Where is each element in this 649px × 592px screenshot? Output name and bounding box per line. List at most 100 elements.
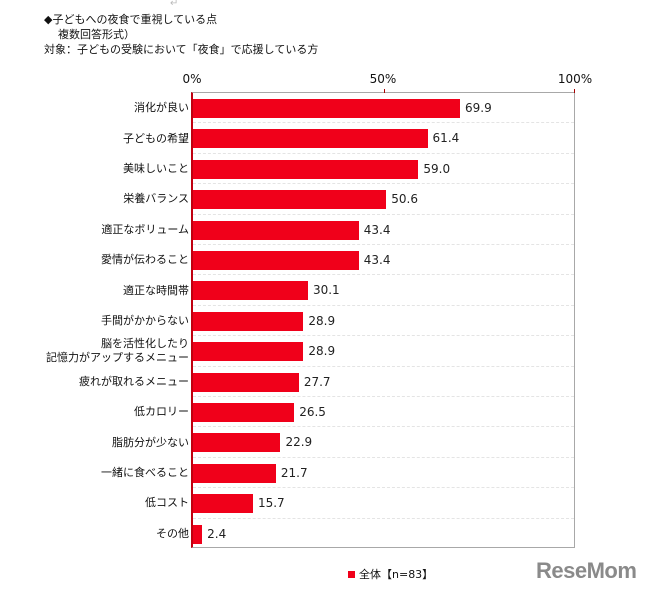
value-label: 15.7 <box>257 496 285 511</box>
resemom-logo: ReseMom <box>536 558 637 583</box>
gridline <box>193 213 574 215</box>
category-label-line: 記憶力がアップするメニュー <box>46 351 189 365</box>
value-label: 28.9 <box>308 344 336 359</box>
bar <box>193 524 203 544</box>
return-mark-icon: ↵ <box>170 0 179 9</box>
value-label: 27.7 <box>303 374 331 389</box>
bar-row: 28.9 <box>193 306 574 337</box>
bar <box>193 463 276 483</box>
bar-row: 50.6 <box>193 184 574 215</box>
category-label: 子どもの希望 <box>123 132 189 146</box>
bar <box>193 433 281 453</box>
category-label: その他 <box>156 527 189 541</box>
value-label: 61.4 <box>432 131 460 146</box>
bar <box>193 129 428 149</box>
bar-row: 21.7 <box>193 458 574 489</box>
gridline <box>193 456 574 458</box>
bar <box>193 190 387 210</box>
bar-row: 43.4 <box>193 215 574 245</box>
bar-row: 61.4 <box>193 123 574 154</box>
category-label-line: 栄養バランス <box>123 192 189 206</box>
value-label: 2.4 <box>207 526 227 541</box>
category-label-line: その他 <box>156 526 189 540</box>
gridline <box>193 243 574 245</box>
gridline <box>193 335 574 337</box>
category-label-line: 一緒に食べること <box>101 466 189 479</box>
gridline <box>193 487 574 489</box>
category-label-line: 美味しいこと <box>123 162 189 175</box>
gridline <box>193 365 574 367</box>
bar <box>193 281 308 301</box>
bar-row: 27.7 <box>193 367 574 397</box>
bar <box>193 220 359 240</box>
category-label: 疲れが取れるメニュー <box>79 375 189 389</box>
gridline <box>193 304 574 306</box>
title-line-2: 複数回答形式） <box>58 28 135 41</box>
x-tick-100: 100% <box>557 72 593 86</box>
category-label-line: 適正なボリューム <box>101 222 189 236</box>
bar <box>193 372 299 392</box>
category-label-line: 適正な時間帯 <box>123 283 189 297</box>
bar-row: 15.7 <box>193 488 574 519</box>
value-label: 43.4 <box>363 222 391 237</box>
category-label-line: 手間がかからない <box>101 314 189 327</box>
category-label-line: 消化が良い <box>134 101 189 115</box>
gridline <box>193 122 574 124</box>
category-label: 適正なボリューム <box>101 223 189 237</box>
gridline <box>193 395 574 397</box>
category-label-line: 疲れが取れるメニュー <box>79 374 189 388</box>
value-label: 59.0 <box>423 161 451 176</box>
category-label-line: 低カロリー <box>134 405 189 419</box>
bar-row: 30.1 <box>193 275 574 306</box>
bar-row: 69.9 <box>193 93 574 124</box>
category-label: 脂肪分が少ない <box>112 436 189 450</box>
chart-title: ◆子どもへの夜食で重視している点 複数回答形式） 対象：子どもの受験において「夜… <box>44 12 318 57</box>
value-label: 26.5 <box>299 405 326 419</box>
value-label: 69.9 <box>465 101 492 115</box>
legend: 全体【n=83】 <box>348 566 433 582</box>
bar <box>193 311 304 331</box>
plot-area: 69.9 61.4 59.0 50.6 43.4 43.4 30.1 28.9 28.9 27.7… <box>191 89 575 548</box>
category-label-line: 脂肪分が少ない <box>112 435 189 449</box>
category-label: 低カロリー <box>134 405 189 419</box>
bar-row: 43.4 <box>193 245 574 276</box>
gridline <box>193 274 574 276</box>
legend-swatch <box>348 570 355 578</box>
bar-row: 28.9 <box>193 336 574 367</box>
category-label: 愛情が伝わること <box>101 253 189 267</box>
category-label: 美味しいこと <box>123 162 189 176</box>
value-label: 28.9 <box>308 313 336 328</box>
value-label: 43.4 <box>363 253 391 267</box>
bar-row: 26.5 <box>193 397 574 428</box>
category-label: 脳を活性化したり 記憶力がアップするメニュー <box>46 337 189 365</box>
bar-row: 59.0 <box>193 154 574 185</box>
tick-mark-100 <box>574 89 575 93</box>
bar-row: 22.9 <box>193 427 574 458</box>
category-label: 適正な時間帯 <box>123 284 189 298</box>
x-tick-0: 0% <box>182 72 202 86</box>
gridline <box>193 517 574 519</box>
category-label: 低コスト <box>145 496 189 510</box>
category-label-line: 低コスト <box>145 496 189 510</box>
value-label: 30.1 <box>312 283 340 298</box>
title-line-1: ◆子どもへの夜食で重視している点 <box>44 13 218 26</box>
value-label: 50.6 <box>391 192 418 207</box>
category-label-line: 子どもの希望 <box>123 131 189 145</box>
value-label: 21.7 <box>280 465 308 480</box>
gridline <box>193 183 574 185</box>
bar <box>193 159 419 179</box>
bar <box>193 342 304 362</box>
category-label: 一緒に食べること <box>101 466 189 480</box>
legend-label: 全体【n=83】 <box>359 568 434 581</box>
category-label: 消化が良い <box>134 101 189 115</box>
gridline <box>193 152 574 154</box>
bar <box>193 494 253 514</box>
bar <box>193 251 359 270</box>
category-label-line: 脳を活性化したり <box>101 337 189 351</box>
category-label: 手間がかからない <box>101 314 189 328</box>
category-label: 栄養バランス <box>123 192 189 206</box>
tick-mark-50 <box>384 89 385 93</box>
bar <box>193 99 461 118</box>
x-tick-50: 50% <box>369 72 397 86</box>
gridline <box>193 426 574 428</box>
